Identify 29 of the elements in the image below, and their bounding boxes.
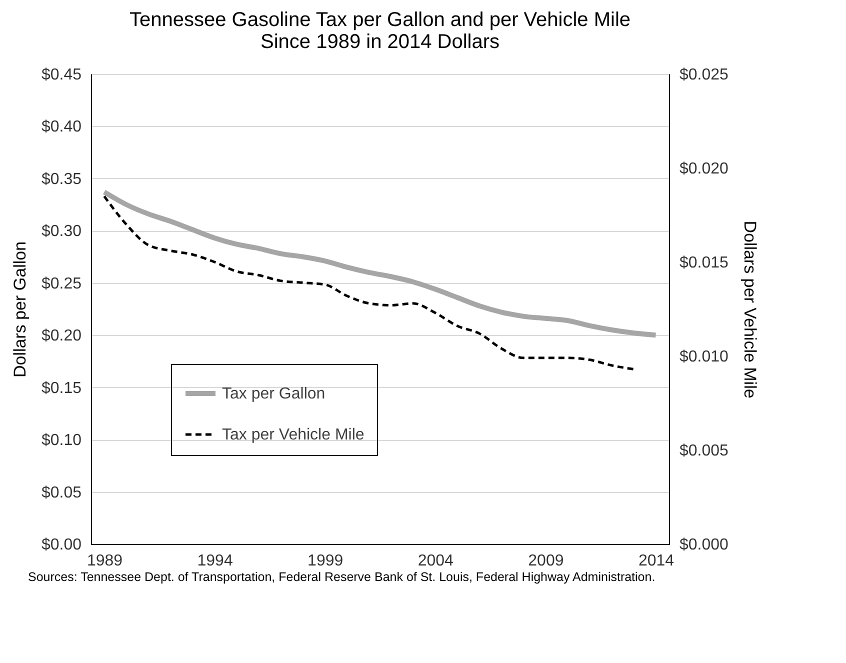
y-tick-label: $0.10	[41, 432, 82, 450]
x-tick-label: 1989	[86, 552, 123, 570]
y2-axis-title: Dollars per Vehicle Mile	[740, 220, 760, 398]
x-tick-label: 2014	[638, 552, 674, 570]
x-tick-label: 2009	[528, 552, 564, 570]
y-tick-label: $0.30	[41, 223, 82, 240]
chart-title: Tennessee Gasoline Tax per Gallon and per Vehicle Mile Since 1989 in 2014 Dollars	[129, 9, 631, 53]
y2-tick-label: $0.000	[680, 536, 729, 554]
source-note: Sources: Tennessee Dept. of Transportation, Federal Reserve Bank of St. Louis, Federal Highway Administration.	[27, 570, 656, 584]
legend-label: Tax per Vehicle Mile	[222, 426, 364, 444]
y-tick-label: $0.40	[41, 118, 82, 136]
y2-tick-label: $0.010	[680, 348, 729, 366]
y-tick-label: $0.20	[41, 328, 82, 345]
y-tick-label: $0.45	[41, 66, 82, 84]
x-tick-label: 1994	[197, 552, 233, 570]
y2-tick-label: $0.015	[680, 254, 729, 272]
line-series	[102, 194, 635, 370]
y-tick-label: $0.15	[41, 380, 82, 397]
y-tick-label: $0.00	[41, 536, 82, 554]
y-tick-label: $0.25	[41, 275, 82, 292]
x-tick-label: 1999	[308, 552, 344, 570]
y2-tick-label: $0.025	[680, 66, 729, 84]
y2-tick-label: $0.020	[680, 160, 729, 178]
y-tick-label: $0.35	[41, 170, 82, 188]
y-axis-title: Dollars per Gallon	[10, 241, 30, 378]
x-tick-label: 2004	[418, 552, 454, 570]
y2-tick-label: $0.005	[680, 442, 729, 460]
legend-label: Tax per Gallon	[222, 386, 326, 402]
y-tick-label: $0.05	[41, 484, 82, 502]
